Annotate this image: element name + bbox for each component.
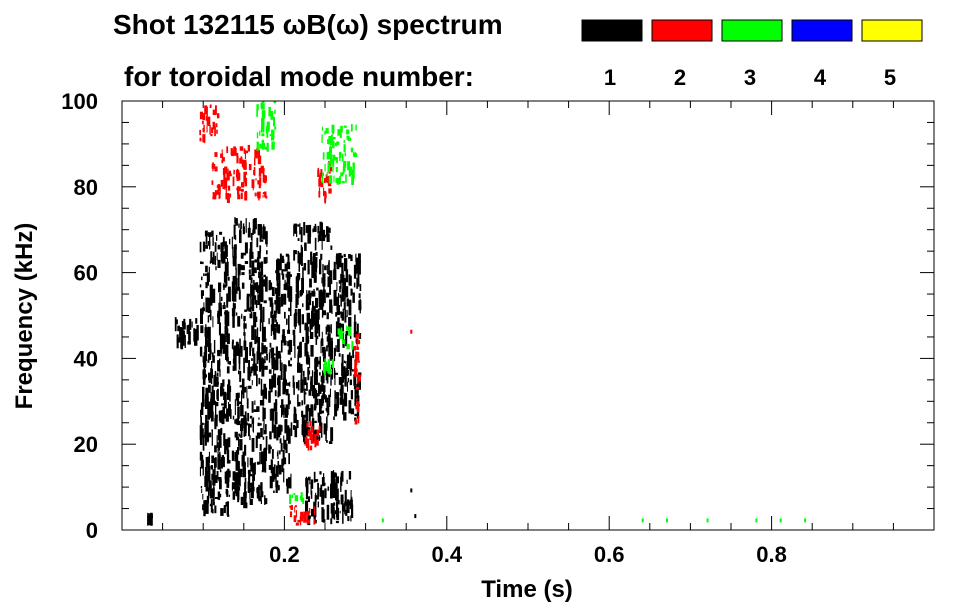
legend-label-mode-5: 5 xyxy=(884,65,896,90)
legend-swatch-mode-3 xyxy=(721,19,783,42)
spectrum-region-mode-3 xyxy=(337,325,354,350)
x-tick-label: 0.2 xyxy=(269,542,300,567)
y-tick-label: 20 xyxy=(74,432,98,457)
spectrum-speck-mode-1 xyxy=(414,514,417,519)
spectrum-data xyxy=(147,101,807,526)
spectrum-region-mode-2 xyxy=(199,104,220,143)
spectrum-region-mode-1 xyxy=(147,512,153,526)
legend-swatch-mode-4 xyxy=(791,19,853,42)
y-tick-label: 100 xyxy=(61,89,98,114)
spectrum-speck-mode-3 xyxy=(381,518,384,523)
spectrum-region-mode-1 xyxy=(199,230,232,517)
x-tick-label: 0.8 xyxy=(756,542,787,567)
y-tick-label: 0 xyxy=(86,518,98,543)
spectrum-region-mode-1 xyxy=(305,470,354,526)
x-axis-label: Time (s) xyxy=(481,576,573,603)
spectrum-speck-mode-1 xyxy=(410,488,413,493)
y-tick-label: 40 xyxy=(74,346,98,371)
spectrum-region-mode-2 xyxy=(211,144,268,203)
spectrum-region-mode-3 xyxy=(323,358,334,376)
x-tick-label: 0.4 xyxy=(432,542,463,567)
spectrum-region-mode-1 xyxy=(268,253,293,494)
spectrum-region-mode-1 xyxy=(231,217,268,509)
y-tick-label: 80 xyxy=(74,175,98,200)
chart-title: Shot 132115 ωB(ω) spectrum xyxy=(113,9,503,40)
spectrum-speck-mode-3 xyxy=(641,518,644,523)
x-tick-label: 0.6 xyxy=(594,542,625,567)
spectrum-region-mode-3 xyxy=(321,124,358,185)
spectrum-region-mode-2 xyxy=(304,420,321,451)
spectrum-speck-mode-3 xyxy=(706,518,709,523)
y-axis-label: Frequency (kHz) xyxy=(11,223,38,410)
legend-swatch-mode-5 xyxy=(861,19,923,42)
legend-label-mode-1: 1 xyxy=(604,65,616,90)
chart-subtitle: for toroidal mode number: xyxy=(124,61,474,92)
spectrum-region-mode-2 xyxy=(353,332,361,425)
spectrum-speck-mode-2 xyxy=(410,329,413,334)
legend-swatch-mode-2 xyxy=(651,19,713,42)
spectrum-speck-mode-3 xyxy=(779,518,782,523)
legend-label-mode-3: 3 xyxy=(744,65,756,90)
spectrum-speck-mode-3 xyxy=(804,518,807,523)
legend-label-mode-2: 2 xyxy=(674,65,686,90)
spectrum-region-mode-1 xyxy=(292,221,334,445)
spectrum-region-mode-1 xyxy=(333,253,362,422)
spectrum-region-mode-2 xyxy=(317,161,333,204)
y-tick-label: 60 xyxy=(74,261,98,286)
legend-swatch-mode-1 xyxy=(581,19,643,42)
spectrum-region-mode-3 xyxy=(289,492,305,505)
spectrum-speck-mode-3 xyxy=(755,518,758,523)
legend: 1 2 3 4 5 xyxy=(581,19,923,90)
legend-label-mode-4: 4 xyxy=(814,65,827,90)
axes: 0.2 0.4 0.6 0.8 0 20 40 60 80 100 xyxy=(61,89,935,567)
spectrum-region-mode-2 xyxy=(289,505,316,526)
spectrum-speck-mode-3 xyxy=(666,518,668,523)
spectrum-region-mode-1 xyxy=(174,317,199,350)
spectrum-region-mode-3 xyxy=(256,101,277,152)
